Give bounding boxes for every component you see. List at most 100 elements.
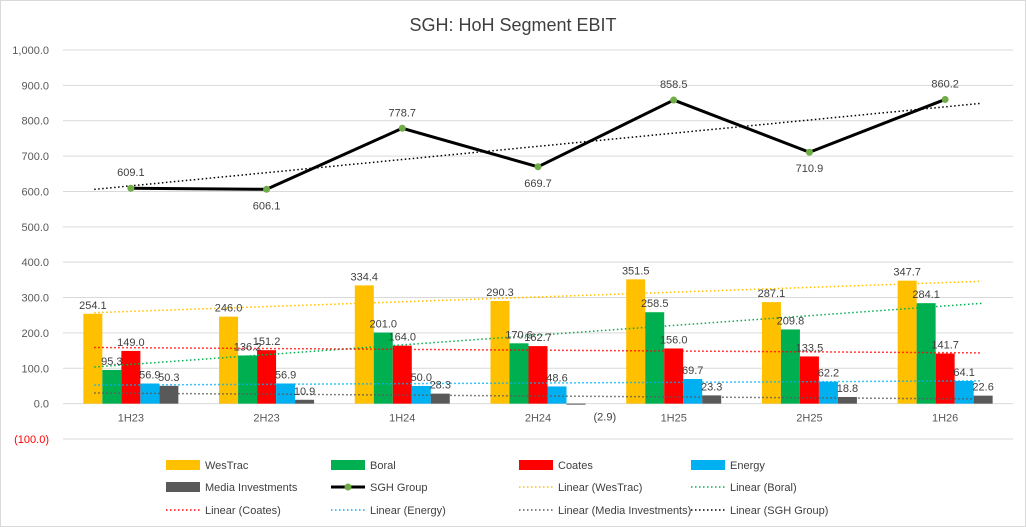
legend-swatch (691, 460, 725, 470)
trendline-sgh-group (94, 102, 982, 191)
y-tick-label: 1,000.0 (12, 45, 49, 57)
data-label-media-investments: 28.3 (430, 380, 451, 392)
x-tick-label: 1H24 (389, 413, 415, 425)
data-label-sgh-group: 710.9 (796, 163, 824, 175)
data-label-sgh-group: 606.1 (253, 200, 281, 212)
bar-energy-1h23 (140, 383, 160, 404)
bar-energy-2h24 (547, 386, 567, 404)
data-label-media-investments: (2.9) (594, 412, 617, 424)
line-sgh-group (130, 98, 946, 191)
data-label-boral: 209.8 (777, 315, 805, 327)
bar-westrac-1h25 (626, 279, 646, 404)
legend-item-coates[interactable]: Coates (519, 460, 593, 472)
bar-media-investments-1h25 (702, 395, 722, 404)
bar-coates-1h23 (121, 350, 141, 404)
data-label-media-investments: 18.8 (837, 383, 858, 395)
x-tick-label: 2H25 (796, 413, 822, 425)
legend-label: WesTrac (205, 460, 249, 472)
trendline-westrac (94, 280, 982, 314)
bar-coates-1h26 (935, 353, 955, 404)
marker-sgh-group-1h23 (127, 184, 135, 192)
data-label-energy: 48.6 (546, 372, 567, 384)
marker-sgh-group-2h23 (263, 185, 271, 193)
bar-boral-1h25 (645, 312, 665, 404)
data-label-energy: 64.1 (953, 367, 974, 379)
x-tick-label: 2H23 (253, 413, 279, 425)
bar-energy-2h25 (818, 381, 838, 404)
data-label-westrac: 351.5 (622, 265, 650, 277)
y-tick-label: 800.0 (21, 116, 49, 128)
legend-label: SGH Group (370, 482, 427, 494)
x-tick-label: 1H23 (118, 413, 144, 425)
legend-item-sgh-group[interactable]: SGH Group (331, 482, 427, 494)
legend-label: Linear (Energy) (370, 505, 446, 517)
legend-item-linear-coates[interactable]: Linear (Coates) (166, 505, 281, 517)
bar-media-investments-1h24 (430, 393, 450, 404)
legend-item-linear-media-investments[interactable]: Linear (Media Investments) (519, 505, 691, 517)
data-label-media-investments: 23.3 (701, 381, 722, 393)
data-label-boral: 258.5 (641, 298, 669, 310)
bar-boral-1h23 (102, 369, 122, 404)
legend-item-linear-boral[interactable]: Linear (Boral) (691, 482, 797, 494)
legend[interactable]: WesTrac Boral Coates Energy Media Investment… (166, 460, 828, 517)
bar-energy-1h24 (411, 385, 431, 404)
data-label-coates: 164.0 (389, 332, 417, 344)
marker-sgh-group-1h26 (941, 95, 949, 103)
bar-coates-2h23 (257, 350, 277, 404)
x-tick-label: 1H25 (661, 413, 687, 425)
y-tick-label: 500.0 (21, 222, 49, 234)
marker-sgh-group-1h25 (670, 96, 678, 104)
data-label-westrac: 254.1 (79, 300, 107, 312)
bar-westrac-1h24 (354, 285, 374, 404)
legend-label: Coates (558, 460, 593, 472)
data-label-westrac: 347.7 (893, 267, 921, 279)
data-label-sgh-group: 778.7 (389, 107, 417, 119)
bar-boral-1h26 (916, 303, 936, 404)
marker-sgh-group-1h24 (398, 124, 406, 132)
y-tick-label: 300.0 (21, 293, 49, 305)
legend-marker (344, 483, 352, 491)
bar-media-investments-2h25 (837, 396, 857, 404)
legend-item-westrac[interactable]: WesTrac (166, 460, 249, 472)
data-label-media-investments: 10.9 (294, 386, 315, 398)
legend-item-linear-westrac[interactable]: Linear (WesTrac) (519, 482, 642, 494)
bar-media-investments-1h26 (973, 395, 993, 404)
data-label-sgh-group: 609.1 (117, 167, 145, 179)
bar-coates-2h25 (799, 356, 819, 404)
legend-swatch (166, 482, 200, 492)
y-axis-tick-labels: (100.0) 0.0 100.0 200.0 300.0 400.0 500.0 600.0… (12, 45, 49, 446)
bar-media-investments-1h23 (159, 385, 179, 404)
y-tick-label: 700.0 (21, 151, 49, 163)
data-label-boral: 95.3 (101, 356, 122, 368)
data-label-boral: 201.0 (370, 319, 398, 331)
legend-item-linear-sgh-group[interactable]: Linear (SGH Group) (691, 505, 828, 517)
data-label-energy: 56.9 (275, 370, 296, 382)
data-labels: 254.1 246.0 334.4 290.3 351.5 287.1 347.7 95.3 1… (79, 78, 994, 423)
legend-item-energy[interactable]: Energy (691, 460, 765, 472)
marker-sgh-group-2h25 (805, 148, 813, 156)
bar-westrac-1h23 (83, 313, 103, 404)
x-tick-label: 2H24 (525, 413, 551, 425)
data-label-coates: 141.7 (931, 340, 959, 352)
y-tick-label: 100.0 (21, 363, 49, 375)
bars (83, 279, 993, 405)
legend-item-boral[interactable]: Boral (331, 460, 396, 472)
legend-swatch (519, 460, 553, 470)
y-tick-label: (100.0) (14, 434, 49, 446)
bar-media-investments-2h23 (295, 399, 315, 404)
legend-item-linear-energy[interactable]: Linear (Energy) (331, 505, 446, 517)
chart-title: SGH: HoH Segment EBIT (409, 15, 616, 35)
data-label-media-investments: 22.6 (972, 382, 993, 394)
y-tick-label: 600.0 (21, 186, 49, 198)
legend-item-media-investments[interactable]: Media Investments (166, 482, 298, 494)
bar-boral-2h23 (238, 355, 258, 404)
data-label-media-investments: 50.3 (158, 372, 179, 384)
bar-energy-2h23 (276, 383, 296, 404)
bar-coates-2h24 (528, 346, 548, 404)
legend-label: Linear (WesTrac) (558, 482, 642, 494)
bar-westrac-1h26 (897, 280, 917, 404)
bar-boral-2h25 (780, 329, 800, 404)
data-label-westrac: 246.0 (215, 303, 243, 315)
data-label-westrac: 290.3 (486, 287, 514, 299)
